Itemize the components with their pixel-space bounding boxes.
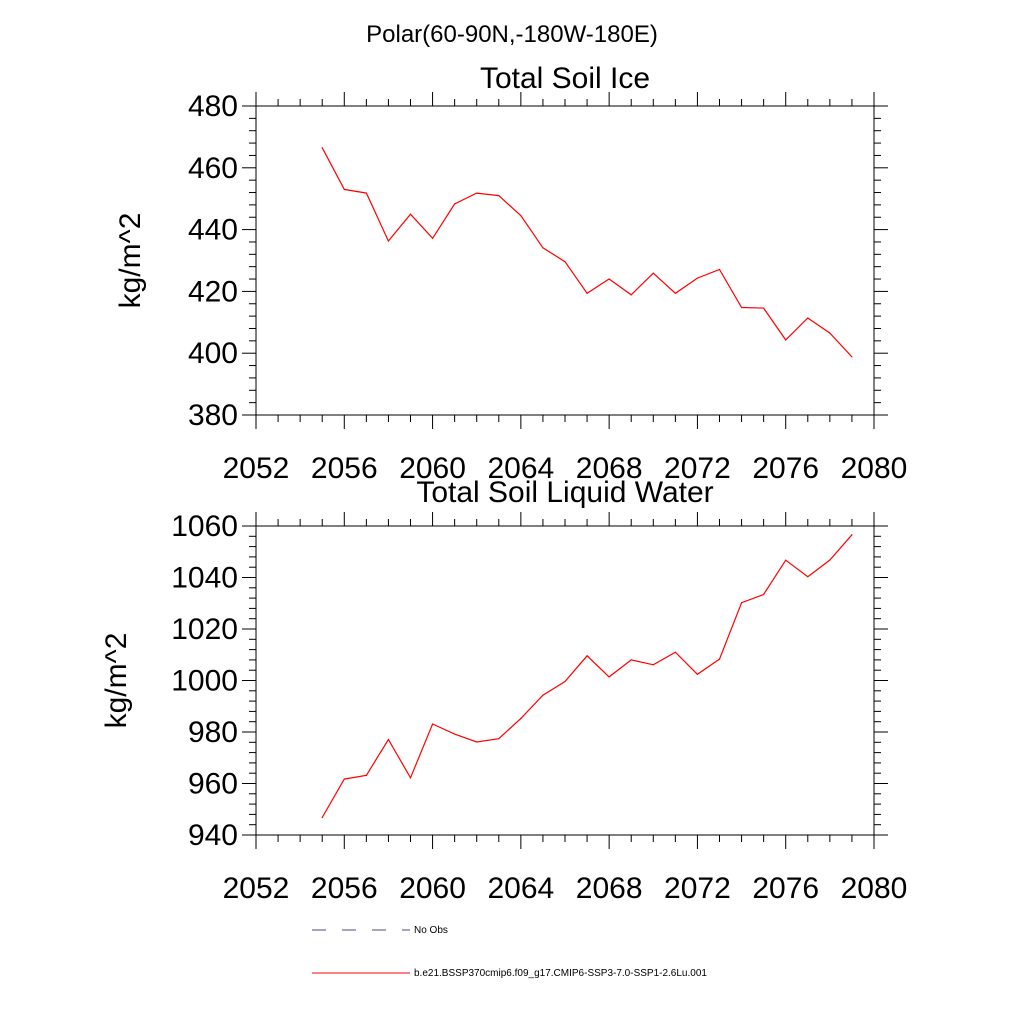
data-point xyxy=(542,247,544,249)
y-tick-label: 1040 xyxy=(171,562,238,595)
y-tick-label: 460 xyxy=(188,152,238,185)
data-point xyxy=(851,356,853,358)
plot-frame xyxy=(255,105,875,416)
data-point xyxy=(740,602,743,604)
data-point xyxy=(321,147,323,149)
y-axis-label: kg/m^2 xyxy=(100,633,133,729)
data-point xyxy=(365,774,367,776)
y-tick-label: 400 xyxy=(188,337,238,370)
y-tick-label: 380 xyxy=(188,399,238,432)
data-point xyxy=(454,203,456,205)
y-tick-label: 1060 xyxy=(171,510,238,543)
chart-panel-soil-ice: Total Soil Ice kg/m^2 2052 2056 2060 2064 2068… xyxy=(114,62,907,485)
data-point xyxy=(586,292,588,294)
series-line xyxy=(321,147,853,358)
data-point xyxy=(807,576,809,578)
data-point xyxy=(498,738,500,740)
data-point xyxy=(343,778,345,780)
data-point xyxy=(431,723,434,725)
data-point xyxy=(387,738,390,741)
figure-title: Polar(60-90N,-180W-180E) xyxy=(366,21,658,48)
data-point xyxy=(763,307,765,309)
data-point xyxy=(586,655,588,657)
x-tick-label: 2056 xyxy=(311,872,378,905)
data-point xyxy=(740,306,743,309)
data-point xyxy=(630,659,632,661)
chart-panel-soil-liquid-water: Total Soil Liquid Water kg/m^2 2052 2056 206… xyxy=(100,476,907,905)
data-point xyxy=(718,268,721,271)
y-tick-label: 940 xyxy=(188,819,238,852)
data-point xyxy=(696,673,699,675)
chart-title: Total Soil Ice xyxy=(480,62,650,95)
plot-frame xyxy=(255,525,875,836)
x-tick-label: 2080 xyxy=(841,452,908,485)
data-point xyxy=(829,559,831,561)
data-point xyxy=(564,680,566,683)
data-point xyxy=(498,195,500,197)
data-point xyxy=(608,676,610,678)
data-point xyxy=(542,694,544,696)
x-tick-label: 2060 xyxy=(399,872,466,905)
data-point xyxy=(851,534,853,536)
legend-label-model-run: b.e21.BSSP370cmip6.f09_g17.CMIP6-SSP3-7.… xyxy=(414,968,707,979)
data-point xyxy=(718,658,721,660)
x-tick-label: 2080 xyxy=(841,872,908,905)
data-point xyxy=(785,339,787,341)
x-tick-label: 2060 xyxy=(399,452,466,485)
series-line xyxy=(321,534,853,818)
y-tick-label: 980 xyxy=(188,716,238,749)
chart-title: Total Soil Liquid Water xyxy=(416,476,713,509)
data-point xyxy=(409,213,412,215)
data-point xyxy=(454,733,456,735)
x-tick-label: 2076 xyxy=(752,452,819,485)
data-point xyxy=(520,215,522,217)
y-tick-label: 960 xyxy=(188,768,238,801)
data-point xyxy=(630,294,632,296)
x-tick-label: 2064 xyxy=(487,872,554,905)
x-tick-label: 2064 xyxy=(487,452,554,485)
y-tick-label: 1000 xyxy=(171,665,238,698)
data-point xyxy=(652,664,654,666)
data-point xyxy=(674,651,676,653)
y-tick-label: 1020 xyxy=(171,613,238,646)
y-tick-label: 440 xyxy=(188,214,238,247)
x-tick-label: 2076 xyxy=(752,872,819,905)
data-point xyxy=(476,741,478,743)
x-tick-label: 2072 xyxy=(664,452,731,485)
data-point xyxy=(409,777,412,779)
legend: No Obs b.e21.BSSP370cmip6.f09_g17.CMIP6-… xyxy=(312,925,707,979)
x-tick-label: 2068 xyxy=(576,452,643,485)
data-point xyxy=(652,272,654,274)
x-tick-label: 2052 xyxy=(223,452,290,485)
x-tick-label: 2072 xyxy=(664,872,731,905)
data-point xyxy=(674,292,676,294)
legend-label-no-obs: No Obs xyxy=(414,925,448,936)
y-tick-label: 420 xyxy=(188,275,238,308)
y-tick-label: 480 xyxy=(188,90,238,123)
data-point xyxy=(564,261,566,263)
data-point xyxy=(343,188,345,191)
data-point xyxy=(387,240,390,242)
data-point xyxy=(807,317,809,319)
data-point xyxy=(829,332,831,334)
data-point xyxy=(608,278,610,280)
x-tick-label: 2052 xyxy=(223,872,290,905)
data-point xyxy=(785,559,787,561)
data-point xyxy=(365,192,367,194)
x-tick-label: 2056 xyxy=(311,452,378,485)
x-tick-label: 2068 xyxy=(576,872,643,905)
y-axis-label: kg/m^2 xyxy=(114,213,147,309)
data-point xyxy=(520,717,522,719)
data-point xyxy=(476,192,478,194)
data-point xyxy=(321,816,323,819)
data-point xyxy=(696,277,699,279)
data-point xyxy=(763,593,765,596)
data-point xyxy=(431,237,434,239)
